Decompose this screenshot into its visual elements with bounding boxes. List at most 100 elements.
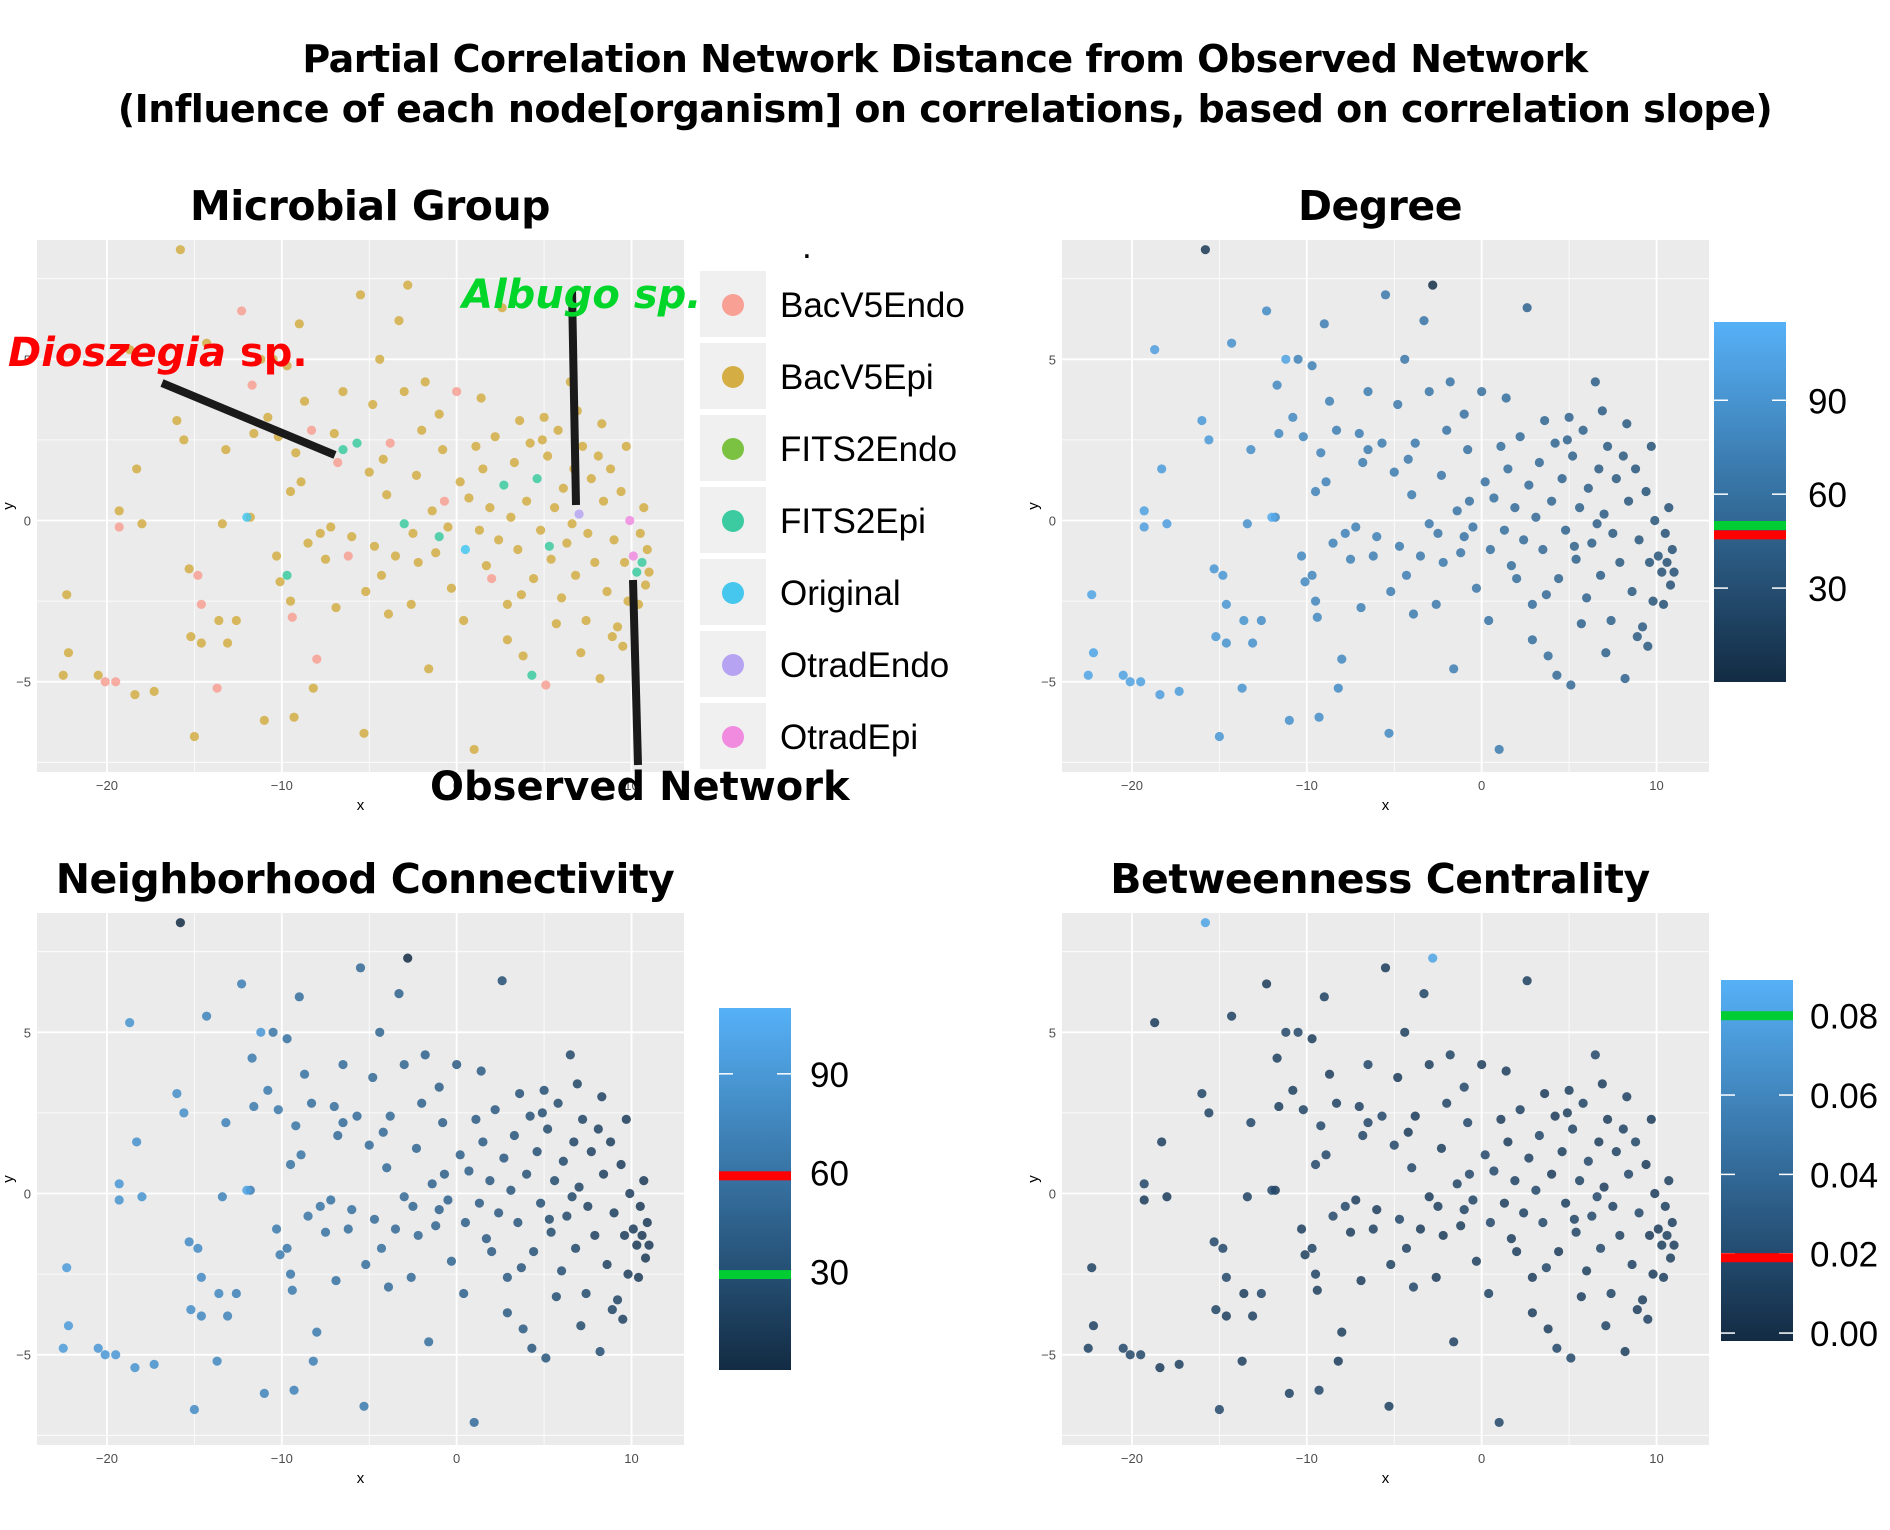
scatter-point (1653, 551, 1663, 561)
scatter-point (221, 1117, 231, 1128)
scatter-point (516, 1263, 526, 1273)
scatter-point (100, 1350, 110, 1360)
scatter-point (497, 303, 507, 313)
scatter-point (1547, 496, 1557, 506)
scatter-point (1644, 1230, 1655, 1241)
scatter-point (541, 1353, 551, 1363)
colorbar-tick-label: 0.06 (1810, 1077, 1878, 1116)
scatter-point (1242, 519, 1252, 529)
scatter-point (1534, 457, 1544, 468)
scatter-point (196, 638, 206, 648)
scatter-point (1288, 412, 1298, 422)
scatter-point (364, 1140, 374, 1150)
scatter-point (635, 1201, 645, 1212)
scatter-point (347, 532, 357, 542)
scatter-point (231, 615, 241, 626)
scatter-point (383, 609, 394, 619)
scatter-point (1515, 432, 1525, 442)
scatter-point (618, 641, 628, 651)
scatter-point (536, 1198, 546, 1208)
scatter-point (1594, 1137, 1604, 1147)
scatter-point (326, 522, 336, 532)
panel-title-microbial-group: Microbial Group (189, 182, 551, 230)
colorbar-tick-label: 90 (810, 1056, 849, 1095)
scatter-point (347, 1205, 357, 1215)
scatter-point (605, 1137, 616, 1147)
scatter-point (403, 280, 413, 290)
scatter-point (361, 1259, 371, 1270)
scatter-point (1552, 1343, 1562, 1353)
scatter-point (1139, 1195, 1149, 1205)
colorbar-tick-label: 0.08 (1810, 998, 1878, 1037)
scatter-point (1592, 519, 1602, 529)
scatter-point (408, 1201, 418, 1212)
colorbar-gradient (1714, 322, 1786, 682)
points-betweenness_centrality (1083, 918, 1679, 1428)
scatter-point (464, 493, 474, 503)
scatter-point (137, 1192, 147, 1202)
scatter-point (1489, 1166, 1499, 1176)
scatter-point (1436, 1143, 1447, 1153)
scatter-point (525, 438, 535, 448)
scatter-point (214, 615, 224, 626)
scatter-point (490, 432, 500, 442)
scatter-point (315, 1201, 325, 1212)
scatter-point (553, 425, 563, 435)
scatter-point (1246, 444, 1256, 455)
plot-background (37, 913, 684, 1445)
x-tick-label: 0 (453, 1451, 460, 1466)
scatter-point (1087, 590, 1097, 600)
scatter-point (179, 435, 189, 445)
scatter-point (1436, 470, 1447, 480)
scatter-point (132, 1137, 142, 1147)
scatter-point (537, 435, 547, 445)
scatter-point (1274, 1101, 1284, 1112)
scatter-point (628, 1224, 638, 1234)
scatter-point (285, 486, 296, 497)
scatter-point (296, 1150, 306, 1160)
scatter-point (1499, 1198, 1510, 1208)
scatter-point (1209, 1237, 1219, 1247)
scatter-point (556, 1266, 567, 1276)
scatter-point (1657, 1240, 1667, 1250)
scatter-point (355, 963, 366, 973)
scatter-point (63, 1321, 74, 1331)
scatter-point (1324, 396, 1335, 406)
scatter-point (1136, 677, 1146, 687)
scatter-point (383, 1282, 394, 1292)
scatter-point (369, 541, 380, 551)
scatter-point (616, 1159, 626, 1170)
scatter-point (1468, 1195, 1478, 1205)
scatter-point (1288, 1085, 1298, 1095)
scatter-point (1534, 1130, 1544, 1141)
observed-network-label: Observed Network (430, 764, 851, 810)
scatter-point (1274, 428, 1284, 439)
scatter-point (1496, 1114, 1506, 1124)
scatter-point (543, 1124, 553, 1134)
scatter-point (1227, 1011, 1237, 1021)
scatter-point (625, 515, 635, 526)
scatter-point (476, 393, 486, 403)
scatter-point (1464, 496, 1475, 506)
scatter-point (1634, 1208, 1644, 1218)
scatter-point (1660, 1201, 1670, 1212)
scatter-point (271, 1224, 282, 1234)
colorbar-tick-label: 0.04 (1810, 1156, 1878, 1195)
scatter-point (1384, 728, 1394, 738)
scatter-point (639, 503, 649, 513)
scatter-point (1459, 409, 1469, 419)
scatter-point (1354, 428, 1364, 439)
scatter-point (382, 1163, 392, 1173)
x-tick-label: 10 (624, 1451, 638, 1466)
scatter-point (459, 615, 469, 626)
scatter-point (577, 1114, 588, 1124)
scatter-point (1599, 1182, 1609, 1192)
scatter-point (502, 635, 512, 645)
scatter-point (361, 586, 371, 597)
scatter-point (186, 631, 196, 642)
scatter-point (551, 1292, 561, 1302)
scatter-point (1248, 638, 1258, 648)
scatter-point (1310, 596, 1321, 606)
scatter-point (1459, 1205, 1469, 1215)
